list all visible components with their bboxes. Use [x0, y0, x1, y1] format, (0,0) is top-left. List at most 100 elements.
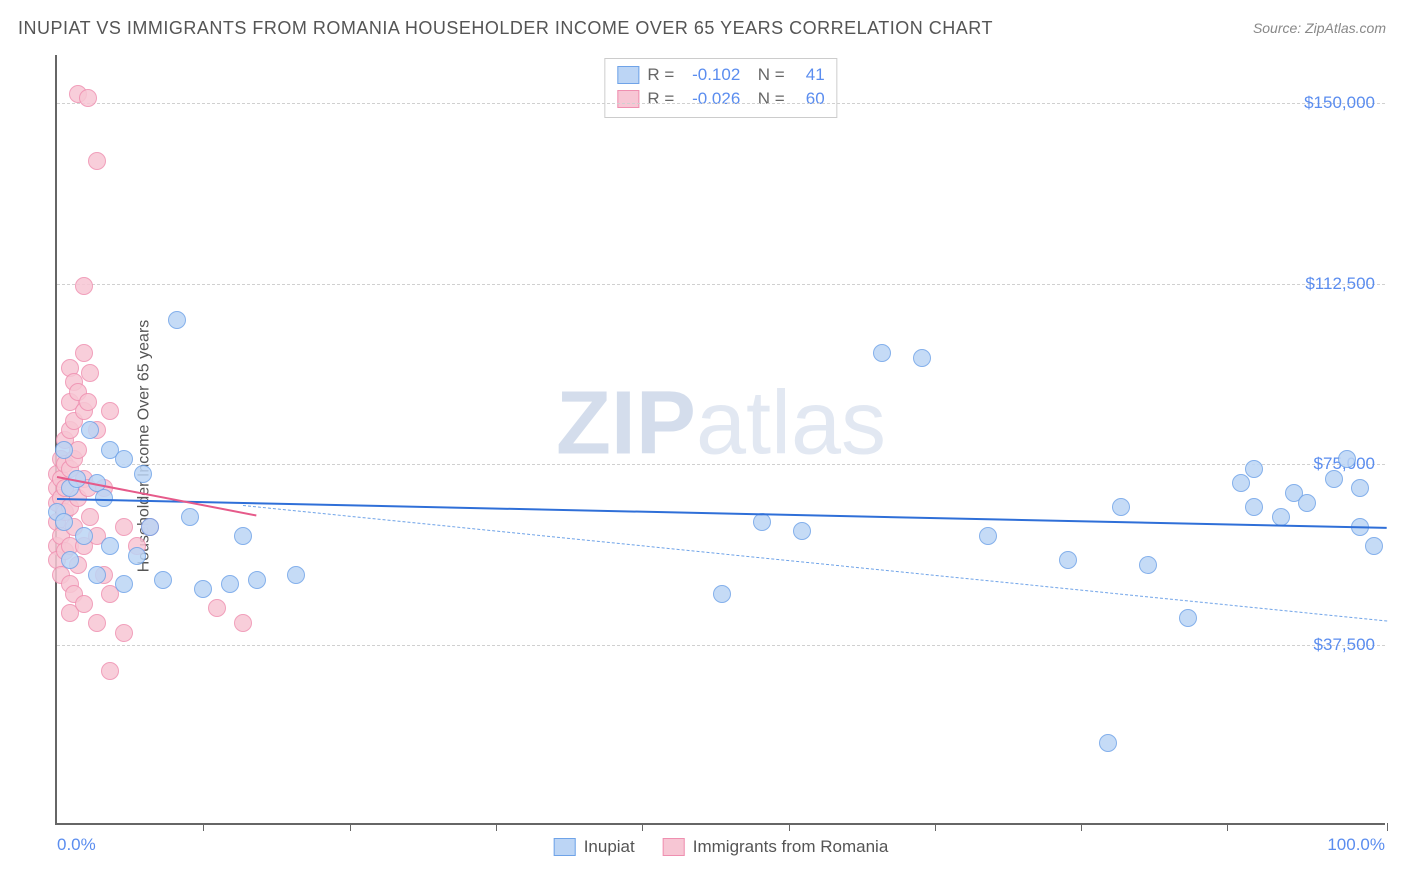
- data-point: [1245, 498, 1263, 516]
- y-tick-label: $150,000: [1304, 93, 1375, 113]
- legend-item: Immigrants from Romania: [663, 837, 889, 857]
- data-point: [95, 489, 113, 507]
- legend-label: Inupiat: [584, 837, 635, 857]
- x-tick: [203, 823, 204, 831]
- data-point: [234, 527, 252, 545]
- data-point: [75, 344, 93, 362]
- x-tick: [1387, 823, 1388, 831]
- legend-r-label: R =: [647, 63, 674, 87]
- gridline: [57, 103, 1385, 104]
- data-point: [55, 513, 73, 531]
- x-tick: [789, 823, 790, 831]
- legend-row: R = -0.102 N = 41: [617, 63, 824, 87]
- data-point: [1139, 556, 1157, 574]
- legend-label: Immigrants from Romania: [693, 837, 889, 857]
- data-point: [115, 518, 133, 536]
- data-point: [115, 450, 133, 468]
- data-point: [75, 595, 93, 613]
- x-tick: [642, 823, 643, 831]
- gridline: [57, 464, 1385, 465]
- data-point: [1245, 460, 1263, 478]
- legend-n-value: 60: [793, 87, 825, 111]
- data-point: [81, 508, 99, 526]
- data-point: [81, 421, 99, 439]
- legend-n-value: 41: [793, 63, 825, 87]
- data-point: [287, 566, 305, 584]
- data-point: [793, 522, 811, 540]
- x-tick: [496, 823, 497, 831]
- data-point: [208, 599, 226, 617]
- legend-n-label: N =: [748, 87, 784, 111]
- legend-r-label: R =: [647, 87, 674, 111]
- data-point: [154, 571, 172, 589]
- data-point: [1325, 470, 1343, 488]
- data-point: [181, 508, 199, 526]
- y-tick-label: $112,500: [1305, 274, 1375, 294]
- data-point: [61, 551, 79, 569]
- data-point: [141, 518, 159, 536]
- data-point: [75, 277, 93, 295]
- data-point: [88, 614, 106, 632]
- data-point: [1059, 551, 1077, 569]
- data-point: [873, 344, 891, 362]
- data-point: [234, 614, 252, 632]
- legend-r-value: -0.026: [682, 87, 740, 111]
- series-legend: Inupiat Immigrants from Romania: [554, 837, 889, 857]
- x-tick-label: 100.0%: [1327, 835, 1385, 855]
- data-point: [75, 527, 93, 545]
- data-point: [55, 441, 73, 459]
- legend-swatch: [617, 66, 639, 84]
- watermark-zip: ZIP: [556, 373, 696, 473]
- data-point: [79, 89, 97, 107]
- data-point: [128, 547, 146, 565]
- legend-swatch: [554, 838, 576, 856]
- data-point: [713, 585, 731, 603]
- legend-row: R = -0.026 N = 60: [617, 87, 824, 111]
- x-tick: [1227, 823, 1228, 831]
- data-point: [1179, 609, 1197, 627]
- data-point: [81, 364, 99, 382]
- data-point: [134, 465, 152, 483]
- data-point: [979, 527, 997, 545]
- gridline: [57, 645, 1385, 646]
- data-point: [1232, 474, 1250, 492]
- data-point: [913, 349, 931, 367]
- legend-r-value: -0.102: [682, 63, 740, 87]
- data-point: [101, 537, 119, 555]
- data-point: [1298, 494, 1316, 512]
- legend-n-label: N =: [748, 63, 784, 87]
- x-tick-label: 0.0%: [57, 835, 96, 855]
- data-point: [101, 662, 119, 680]
- x-tick: [935, 823, 936, 831]
- data-point: [194, 580, 212, 598]
- legend-swatch: [617, 90, 639, 108]
- x-tick: [1081, 823, 1082, 831]
- y-tick-label: $37,500: [1314, 635, 1375, 655]
- watermark-atlas: atlas: [696, 373, 886, 473]
- source-label: Source: ZipAtlas.com: [1253, 20, 1386, 36]
- data-point: [115, 575, 133, 593]
- data-point: [1351, 479, 1369, 497]
- data-point: [168, 311, 186, 329]
- correlation-legend: R = -0.102 N = 41 R = -0.026 N = 60: [604, 58, 837, 118]
- data-point: [79, 393, 97, 411]
- x-tick: [350, 823, 351, 831]
- data-point: [1112, 498, 1130, 516]
- data-point: [753, 513, 771, 531]
- data-point: [1099, 734, 1117, 752]
- scatter-plot: ZIPatlas R =-0.102 N =41R =-0.026 N =60 …: [55, 55, 1385, 825]
- watermark: ZIPatlas: [556, 372, 886, 475]
- data-point: [1365, 537, 1383, 555]
- data-point: [1272, 508, 1290, 526]
- trend-line: [57, 498, 1387, 529]
- legend-item: Inupiat: [554, 837, 635, 857]
- legend-swatch: [663, 838, 685, 856]
- chart-title: INUPIAT VS IMMIGRANTS FROM ROMANIA HOUSE…: [18, 18, 993, 39]
- data-point: [248, 571, 266, 589]
- gridline: [57, 284, 1385, 285]
- data-point: [115, 624, 133, 642]
- data-point: [88, 566, 106, 584]
- data-point: [221, 575, 239, 593]
- data-point: [1338, 450, 1356, 468]
- data-point: [88, 152, 106, 170]
